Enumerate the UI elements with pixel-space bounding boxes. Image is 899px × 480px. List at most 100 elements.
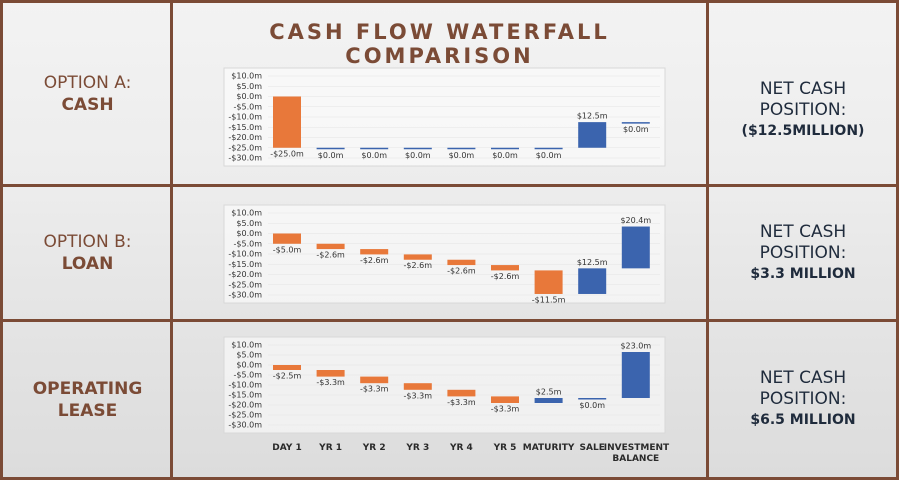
x-tick-label: YR 2 xyxy=(362,443,386,453)
value-label: $0.0m xyxy=(361,151,387,160)
value-label: -$3.3m xyxy=(447,398,476,407)
bar xyxy=(534,270,563,294)
row-heading: OPTION A: xyxy=(43,72,132,93)
value-label: -$2.6m xyxy=(316,251,345,260)
net-label: NET CASH POSITION: xyxy=(759,221,847,263)
value-label: $12.5m xyxy=(577,112,608,121)
y-tick-label: -$20.0m xyxy=(228,401,262,410)
bar xyxy=(578,398,607,400)
y-tick-label: -$5.0m xyxy=(234,239,263,248)
y-tick-label: -$25.0m xyxy=(228,411,262,420)
bar xyxy=(447,147,476,150)
bar xyxy=(491,265,519,271)
row-label: OPTION A: CASH xyxy=(3,3,172,184)
divider xyxy=(170,0,173,480)
y-tick-label: -$25.0m xyxy=(228,143,262,152)
value-label: $12.5m xyxy=(577,258,608,267)
value-label: $0.0m xyxy=(579,401,605,410)
net-label: NET CASH POSITION: xyxy=(759,368,847,409)
value-label: -$25.0m xyxy=(270,149,304,158)
bar xyxy=(578,122,607,148)
x-tick-label: YR 5 xyxy=(493,443,517,453)
row-name: OPERATING LEASE xyxy=(32,378,143,421)
net-value: $6.5 MILLION xyxy=(750,412,856,428)
bar xyxy=(491,396,519,403)
net-value: ($12.5MILLION) xyxy=(741,122,865,139)
y-tick-label: -$15.0m xyxy=(228,123,262,132)
bar xyxy=(403,254,432,260)
row-heading: OPTION B: xyxy=(43,232,132,252)
net-value: $3.3 MILLION xyxy=(750,265,856,282)
y-tick-label: -$30.0m xyxy=(228,154,262,163)
value-label: -$5.0m xyxy=(273,245,302,254)
y-tick-label: -$5.0m xyxy=(234,371,263,380)
bar xyxy=(534,398,563,403)
y-tick-label: -$20.0m xyxy=(228,133,262,142)
value-label: $20.4m xyxy=(620,216,651,225)
value-label: $0.0m xyxy=(536,151,562,160)
bar xyxy=(316,147,345,150)
y-tick-label: -$5.0m xyxy=(234,102,263,111)
bar xyxy=(447,389,476,397)
value-label: $23.0m xyxy=(620,342,651,351)
bar xyxy=(621,226,650,269)
value-label: -$3.3m xyxy=(360,385,389,394)
value-label: $0.0m xyxy=(623,125,649,134)
bar xyxy=(360,376,389,384)
y-tick-label: -$10.0m xyxy=(228,381,262,390)
value-label: $0.0m xyxy=(318,151,344,160)
bar xyxy=(360,249,389,255)
y-tick-label: -$20.0m xyxy=(228,270,262,279)
x-tick-label: INVESTMENT BALANCE xyxy=(603,443,670,464)
x-tick-label: SALE xyxy=(579,443,605,453)
title: CASH FLOW WATERFALL COMPARISON xyxy=(269,20,610,68)
y-tick-label: $0.0m xyxy=(236,229,262,238)
value-label: $0.0m xyxy=(405,151,431,160)
row-name: LOAN xyxy=(61,254,114,274)
value-label: $2.5m xyxy=(536,388,562,397)
y-tick-label: $5.0m xyxy=(236,351,262,360)
x-tick-label: YR 4 xyxy=(449,443,473,453)
bar xyxy=(491,147,519,150)
value-label: -$2.6m xyxy=(491,272,520,281)
value-label: -$3.3m xyxy=(316,378,345,387)
bar xyxy=(447,259,476,266)
bar xyxy=(316,370,345,377)
bar xyxy=(578,268,607,294)
net-position: NET CASH POSITION: $6.5 MILLION xyxy=(710,322,896,477)
bar xyxy=(621,122,650,124)
y-tick-label: $10.0m xyxy=(231,209,262,218)
value-label: -$2.6m xyxy=(447,267,476,276)
bar xyxy=(316,243,345,250)
y-tick-label: $5.0m xyxy=(236,82,262,91)
y-tick-label: -$30.0m xyxy=(228,291,262,300)
y-tick-label: $5.0m xyxy=(236,219,262,228)
bar xyxy=(273,96,301,148)
row-label: OPTION B: LOAN xyxy=(3,187,172,319)
x-tick-label: DAY 1 xyxy=(272,443,302,453)
y-tick-label: -$15.0m xyxy=(228,260,262,269)
y-tick-label: $0.0m xyxy=(236,92,262,101)
net-position: NET CASH POSITION: ($12.5MILLION) xyxy=(710,0,896,220)
bar xyxy=(403,383,432,390)
x-tick-label: YR 1 xyxy=(319,443,343,453)
y-tick-label: -$25.0m xyxy=(228,280,262,289)
value-label: -$2.6m xyxy=(404,261,433,270)
value-label: -$3.3m xyxy=(404,391,433,400)
value-label: $0.0m xyxy=(449,151,475,160)
divider xyxy=(0,184,899,187)
bar xyxy=(273,233,301,244)
bar xyxy=(534,147,563,150)
x-tick-label: YR 3 xyxy=(406,443,430,453)
bar xyxy=(360,147,389,150)
value-label: -$3.3m xyxy=(491,405,520,414)
x-tick-label: MATURITY xyxy=(522,443,575,453)
bar xyxy=(621,352,650,398)
net-position: NET CASH POSITION: $3.3 MILLION xyxy=(710,187,896,319)
divider xyxy=(0,319,899,322)
row-label: OPERATING LEASE xyxy=(3,322,172,477)
y-tick-label: -$30.0m xyxy=(228,421,262,430)
